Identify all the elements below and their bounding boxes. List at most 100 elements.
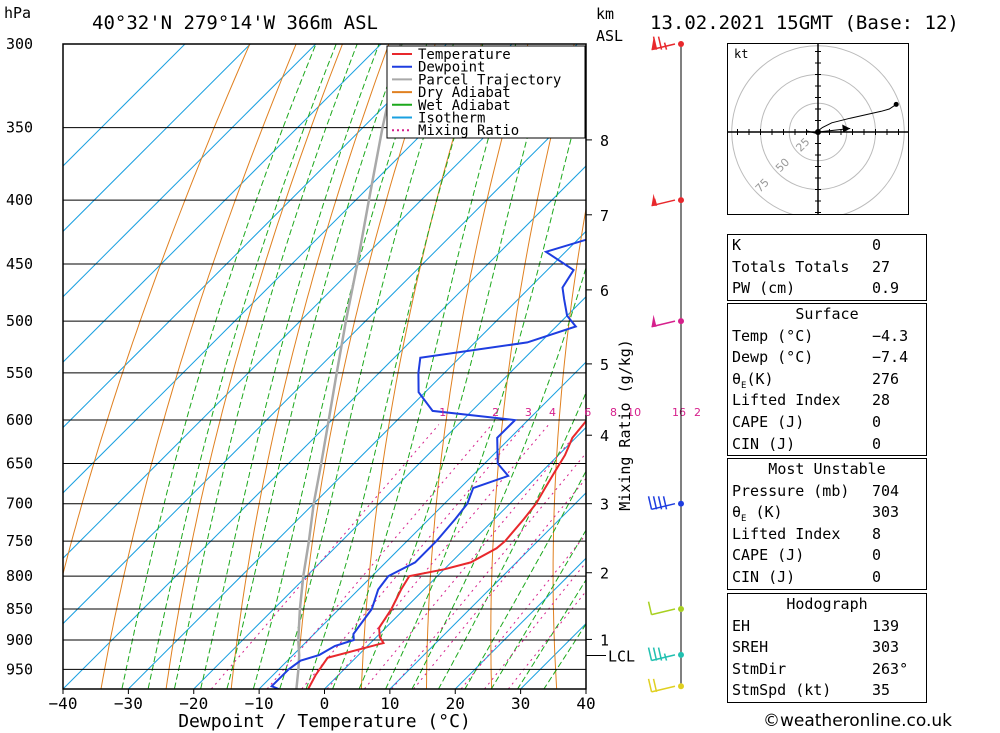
surface-cape-label: CAPE (J)	[732, 412, 805, 431]
x-tick-label: 20	[446, 694, 465, 713]
mixing-ratio-label: 8	[610, 406, 617, 419]
isotherm-line	[454, 557, 586, 689]
isotherm-line	[63, 99, 586, 625]
wind-level-dot	[678, 651, 684, 658]
mixing-ratio-label: 3	[525, 406, 532, 419]
eh-value: 139	[872, 616, 900, 635]
stmspd-value: 35	[872, 681, 891, 700]
legend-entry: Wet Adiabat	[418, 98, 511, 114]
mixing-ratio-label: 2	[492, 406, 499, 419]
isotherm-line	[63, 44, 251, 233]
surface-li-row: Lifted Index 28	[728, 390, 926, 412]
wind-barb-feather	[657, 496, 663, 510]
surface-dewp-label: Dewp (°C)	[732, 348, 814, 367]
km-unit-label: km	[596, 5, 615, 23]
hodograph-panel: kt 25 50 75	[727, 43, 909, 215]
mu-cape-row: CAPE (J) 0	[728, 545, 926, 567]
wet-adiabat-line	[147, 44, 337, 689]
wind-barb-feather	[652, 496, 658, 510]
wind-barb	[651, 314, 676, 328]
surface-temp-label: Temp (°C)	[732, 326, 814, 345]
mu-li-label: Lifted Index	[732, 524, 841, 543]
eh-row: EH 139	[728, 616, 926, 638]
wet-adiabat-line	[437, 391, 586, 689]
stmdir-value: 263°	[872, 659, 909, 678]
mixing-ratio-line	[391, 452, 586, 689]
mu-theta-value: 303	[872, 503, 900, 522]
surface-theta-value: 276	[872, 369, 900, 388]
wind-barb-feather	[652, 36, 658, 50]
surface-theta-row: θE(K) 276	[728, 369, 926, 391]
km-tick-label: 8	[600, 132, 609, 150]
lcl-label: LCL	[608, 647, 635, 665]
wind-barb-feather	[652, 647, 658, 661]
date-title: 13.02.2021 15GMT (Base: 12)	[650, 12, 959, 34]
mixing-ratio-label: 6	[584, 406, 591, 419]
wet-adiabat-line	[464, 470, 586, 689]
hodograph-stats-table: Hodograph EH 139 SREH 303 StmDir 263° St…	[727, 593, 927, 703]
pressure-tick-label: 450	[6, 255, 33, 273]
wind-barb-half-feather	[653, 198, 658, 206]
mu-cape-label: CAPE (J)	[732, 546, 805, 565]
mixing-ratio-label: 16	[672, 406, 686, 419]
legend-entry: Mixing Ratio	[418, 123, 519, 139]
isotherm-line	[324, 426, 586, 689]
pw-row: PW (cm) 0.9	[728, 278, 926, 300]
surface-cin-row: CIN (J) 0	[728, 434, 926, 456]
isotherm-line	[63, 44, 578, 559]
legend-box	[386, 45, 586, 139]
x-axis-label: Dewpoint / Temperature (°C)	[178, 711, 471, 732]
wind-barb	[651, 36, 676, 51]
wind-level-dot	[678, 500, 684, 507]
wet-adiabat-line	[252, 44, 428, 689]
hodograph-unit-label: kt	[734, 47, 748, 61]
totals-totals-value: 27	[872, 257, 891, 276]
stability-indices-table: K 0 Totals Totals 27 PW (cm) 0.9	[727, 234, 927, 301]
wind-barb	[647, 647, 676, 662]
mu-cape-value: 0	[872, 546, 882, 565]
surface-temp-row: Temp (°C) −4.3	[728, 326, 926, 348]
mixing-ratio-axis-label: Mixing Ratio (g/kg)	[616, 339, 634, 511]
totals-totals-row: Totals Totals 27	[728, 257, 926, 279]
pressure-tick-label: 850	[6, 600, 33, 618]
wind-level-dot	[678, 197, 684, 204]
mixing-ratio-line	[460, 533, 586, 689]
axes: 1234681016202530035040045050055060065070…	[6, 35, 700, 732]
wet-adiabat-line	[332, 44, 517, 689]
surface-theta-label: θE(K)	[732, 369, 774, 391]
mu-theta-sub: E	[741, 514, 747, 525]
mu-cin-row: CIN (J) 0	[728, 567, 926, 589]
mixing-ratio-line	[413, 477, 586, 689]
sounding-profiles	[269, 44, 586, 689]
hodograph-trace	[806, 101, 899, 135]
km-tick-label: 4	[600, 427, 609, 445]
most-unstable-title: Most Unstable	[768, 460, 886, 478]
mu-pressure-row: Pressure (mb) 704	[728, 481, 926, 503]
legend-entry: Parcel Trajectory	[418, 72, 561, 88]
mixing-ratio-line	[301, 424, 525, 689]
plot-frame	[62, 43, 587, 690]
skewt-diagram: 1234681016202530035040045050055060065070…	[6, 35, 700, 732]
legend-entry: Temperature	[418, 47, 511, 63]
mu-pressure-value: 704	[872, 481, 900, 500]
footer-credit[interactable]: ©weatheronline.co.uk	[762, 711, 952, 731]
km-tick-label: 5	[600, 356, 609, 374]
wind-barb-feather	[657, 647, 663, 661]
wind-barb	[647, 601, 676, 616]
pressure-tick-label: 600	[6, 411, 33, 429]
legend-entry: Isotherm	[418, 111, 485, 127]
mixing-ratio-label: 20	[694, 406, 700, 419]
x-tick-label: 0	[320, 694, 330, 713]
k-index-row: K 0	[728, 235, 926, 257]
mu-cin-label: CIN (J)	[732, 567, 796, 586]
km-tick-label: 3	[600, 496, 609, 514]
wet-adiabat-line	[358, 44, 554, 689]
mixing-ratio-label: 1	[439, 406, 446, 419]
wind-level-dot	[678, 41, 684, 47]
wind-barb-feather	[647, 601, 653, 615]
wind-barb-staff	[651, 654, 676, 662]
wind-barb-flag	[651, 314, 657, 327]
wind-level-dot	[678, 318, 684, 325]
wind-level-dot	[678, 606, 684, 613]
